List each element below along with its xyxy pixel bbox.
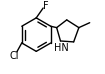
Text: F: F bbox=[43, 1, 49, 11]
Text: Cl: Cl bbox=[9, 51, 19, 61]
Text: HN: HN bbox=[54, 43, 69, 53]
